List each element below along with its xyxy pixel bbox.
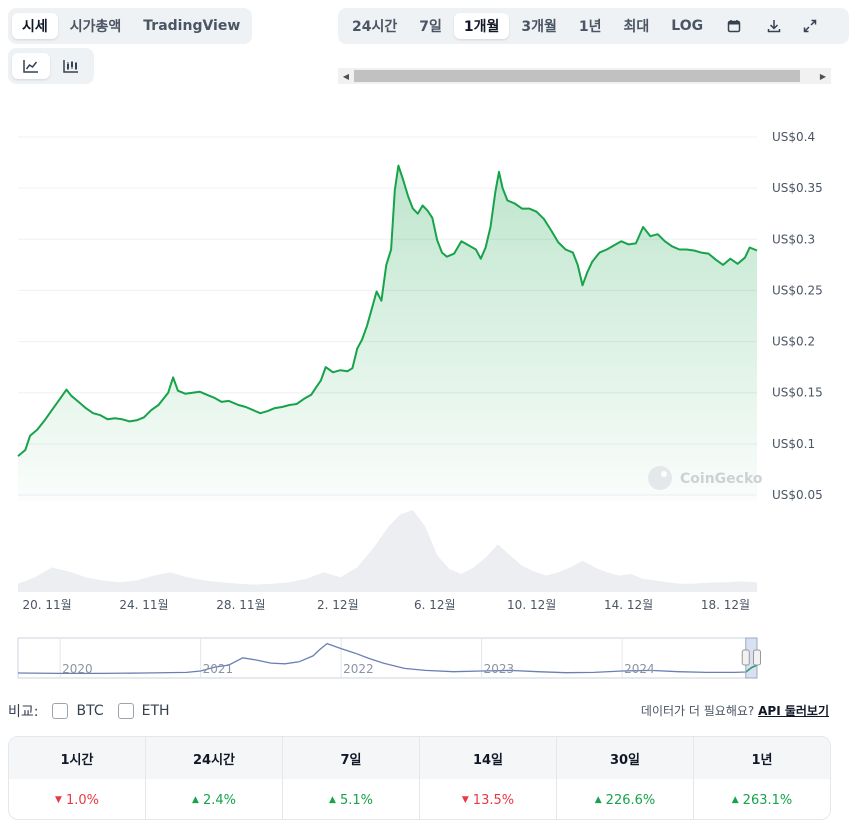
y-tick-label: US$0.2	[772, 335, 815, 349]
watermark-text: CoinGecko	[680, 471, 763, 487]
change-7d: ▲ 5.1%	[283, 779, 420, 819]
line-chart-icon	[23, 59, 39, 73]
range-1m-button[interactable]: 1개월	[453, 13, 510, 39]
calendar-button[interactable]	[715, 13, 753, 39]
api-prompt-text: 데이터가 더 필요해요?	[640, 704, 755, 718]
compare-eth-checkbox[interactable]	[117, 703, 134, 719]
navigator-handle-left[interactable]	[741, 649, 750, 666]
caret-icon: ▲	[731, 795, 739, 805]
y-tick-label: US$0.1	[772, 437, 815, 451]
caret-icon: ▲	[329, 795, 336, 805]
candlestick-chart-button[interactable]	[52, 53, 90, 79]
tab-price[interactable]: 시세	[12, 13, 58, 39]
change-30d: ▲ 226.6%	[557, 779, 694, 819]
download-button[interactable]	[755, 13, 793, 39]
candlestick-chart-icon	[63, 59, 79, 73]
compare-btc-label[interactable]: BTC	[76, 703, 104, 719]
range-max-button[interactable]: 최대	[623, 19, 650, 35]
change-24h: ▲ 2.4%	[146, 779, 283, 819]
log-scale-button[interactable]: LOG	[671, 18, 704, 34]
chart-style-toggle	[8, 48, 94, 84]
navigator-year-label: 2020	[62, 662, 93, 676]
range-scrollbar[interactable]: ◀ ▶	[338, 68, 831, 84]
header-7d: 7일	[283, 737, 420, 779]
fullscreen-button[interactable]	[795, 13, 825, 39]
expand-icon	[803, 19, 817, 33]
chart-type-tabs: 시세 시가총액 TradingView	[8, 8, 252, 44]
scrollbar-thumb[interactable]	[354, 70, 800, 82]
y-tick-label: US$0.3	[772, 232, 815, 246]
x-tick-label: 20. 11월	[22, 598, 71, 612]
volume-area	[18, 510, 757, 592]
compare-btc-checkbox[interactable]	[52, 703, 69, 719]
header-1y: 1년	[751, 752, 773, 768]
price-area-fill	[18, 165, 757, 501]
coingecko-watermark: CoinGecko	[648, 466, 763, 490]
caret-icon: ▼	[55, 795, 62, 805]
header-30d: 30일	[557, 737, 694, 779]
x-tick-label: 6. 12월	[414, 598, 456, 612]
time-range-tabs: 24시간 7일 1개월 3개월 1년 최대 LOG	[338, 8, 849, 44]
download-icon	[767, 19, 781, 33]
range-1y-button[interactable]: 1년	[578, 19, 602, 35]
x-tick-label: 18. 12월	[701, 598, 750, 612]
scroll-right-arrow-icon[interactable]: ▶	[819, 71, 827, 81]
range-3m-button[interactable]: 3개월	[521, 19, 557, 35]
caret-icon: ▲	[192, 795, 199, 805]
scroll-left-arrow-icon[interactable]: ◀	[342, 71, 350, 81]
x-tick-label: 28. 11월	[216, 598, 265, 612]
range-navigator[interactable]: 2020 2021 2022 2023 2024	[17, 637, 761, 679]
table-header-row: 1시간 24시간 7일 14일 30일 1년	[9, 737, 830, 779]
header-1h: 1시간	[9, 737, 146, 779]
compare-row: 비교: BTC ETH	[8, 700, 170, 722]
navigator-year-label: 2022	[343, 662, 374, 676]
y-tick-label: US$0.25	[772, 283, 823, 297]
range-7d-button[interactable]: 7일	[419, 19, 442, 35]
coingecko-logo-icon	[648, 466, 672, 490]
range-24h-button[interactable]: 24시간	[352, 19, 398, 35]
change-14d: ▼ 13.5%	[420, 779, 557, 819]
y-tick-label: US$0.05	[772, 488, 823, 502]
api-prompt: 데이터가 더 필요해요? API 둘러보기	[641, 702, 829, 719]
navigator-series	[17, 642, 758, 675]
y-tick-label: US$0.35	[772, 181, 823, 195]
caret-icon: ▼	[461, 795, 469, 805]
navigator-selected-series	[745, 664, 758, 673]
tab-market-cap[interactable]: 시가총액	[69, 19, 122, 35]
api-explore-link[interactable]: API 둘러보기	[758, 704, 829, 718]
line-chart-button[interactable]	[12, 53, 50, 79]
change-1y: ▲ 263.1%	[731, 792, 793, 808]
y-tick-label: US$0.4	[772, 130, 815, 144]
tab-tradingview[interactable]: TradingView	[143, 18, 241, 34]
navigator-year-label: 2021	[203, 662, 234, 676]
x-tick-label: 14. 12월	[604, 598, 653, 612]
price-change-table: 1시간 24시간 7일 14일 30일 1년 ▼ 1.0% ▲ 2.4% ▲ 5.1%…	[8, 736, 831, 820]
x-tick-label: 2. 12월	[317, 598, 359, 612]
compare-label: 비교:	[8, 704, 39, 720]
y-tick-label: US$0.15	[772, 386, 823, 400]
caret-icon: ▲	[594, 795, 602, 805]
x-tick-label: 24. 11월	[119, 598, 168, 612]
table-row: ▼ 1.0% ▲ 2.4% ▲ 5.1% ▼ 13.5% ▲ 226.6% ▲ 263.1%	[9, 779, 830, 819]
calendar-icon	[727, 19, 741, 33]
navigator-year-label: 2024	[624, 662, 655, 676]
navigator-handle-right[interactable]	[753, 649, 761, 666]
price-line	[17, 164, 758, 457]
price-chart[interactable]: US$0.4 US$0.35 US$0.3 US$0.25 US$0.2 US$0.15 U…	[0, 120, 849, 685]
header-14d: 14일	[420, 737, 557, 779]
change-1h: ▼ 1.0%	[9, 779, 146, 819]
x-tick-label: 10. 12월	[507, 598, 556, 612]
compare-eth-label[interactable]: ETH	[141, 703, 170, 719]
navigator-year-label: 2023	[484, 662, 515, 676]
header-24h: 24시간	[146, 737, 283, 779]
